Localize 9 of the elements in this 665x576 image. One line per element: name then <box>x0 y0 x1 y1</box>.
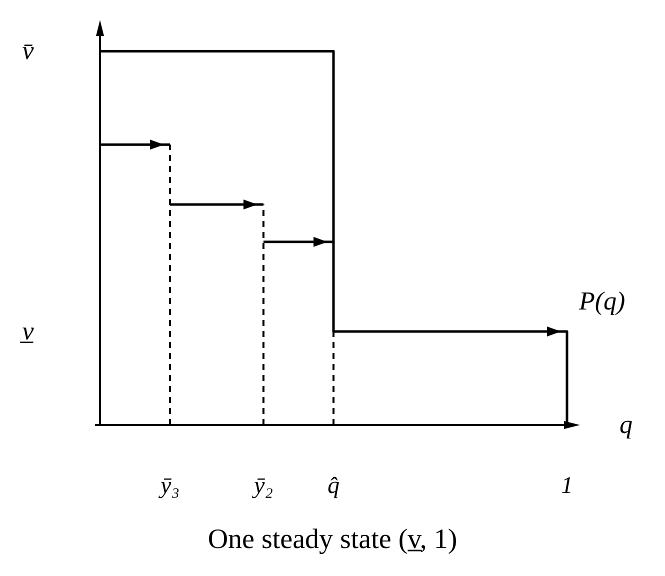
text: v̲ <box>20 316 34 346</box>
text: v̄ <box>22 36 34 66</box>
x-tick-label: ȳ₂ <box>252 473 273 499</box>
x-axis-title: q <box>620 410 632 439</box>
x-tick-label: q̂ <box>328 473 340 499</box>
text: One steady state (v̲, 1) <box>208 524 458 555</box>
x-tick-label: 1 <box>561 473 573 499</box>
series-label: P(q) <box>578 286 626 316</box>
x-tick-label: ȳ₃ <box>158 473 180 499</box>
